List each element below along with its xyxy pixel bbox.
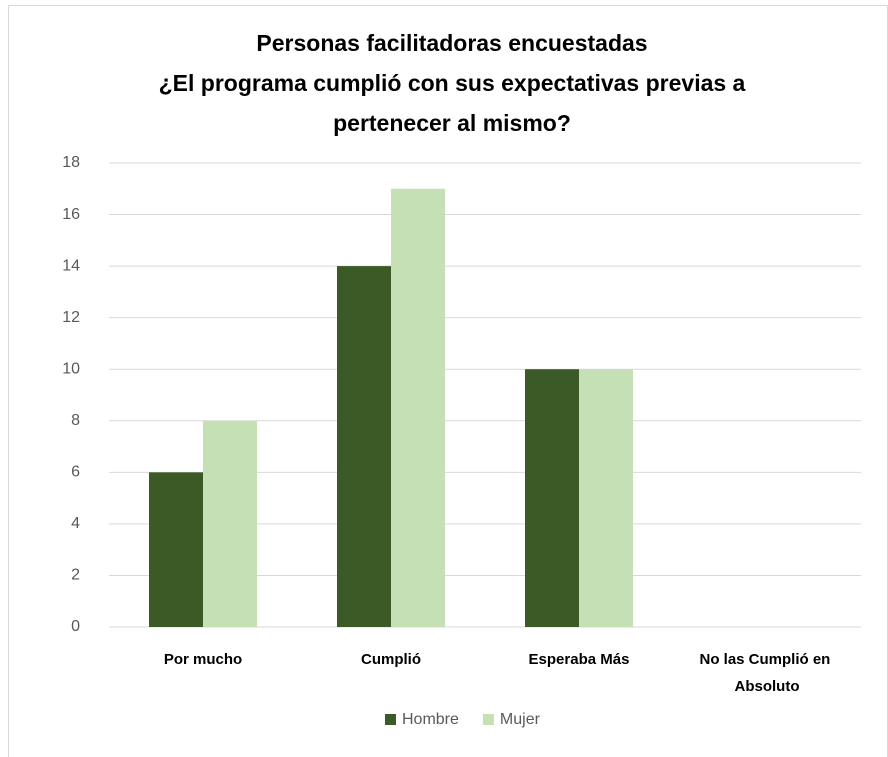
legend-label: Mujer <box>500 711 541 728</box>
x-tick-label: No las Cumplió en Absoluto <box>699 651 834 695</box>
chart-title: ¿El programa cumplió con sus expectativa… <box>159 70 746 96</box>
y-tick-label: 2 <box>71 567 80 584</box>
bar <box>525 369 579 627</box>
chart-frame <box>8 5 888 757</box>
legend-swatch <box>385 714 396 725</box>
legend-label: Hombre <box>402 711 459 728</box>
y-tick-label: 16 <box>62 206 80 223</box>
legend-swatch <box>482 714 494 725</box>
y-tick-label: 18 <box>62 154 80 171</box>
chart-title: pertenecer al mismo? <box>333 110 571 136</box>
bar <box>203 420 257 627</box>
y-tick-label: 14 <box>62 257 80 274</box>
bar <box>337 266 391 627</box>
bar <box>391 188 445 627</box>
y-tick-label: 12 <box>62 309 80 326</box>
bar <box>149 472 203 627</box>
x-tick-label: Cumplió <box>361 651 421 668</box>
y-tick-label: 0 <box>71 618 80 635</box>
y-tick-label: 8 <box>71 412 80 429</box>
chart-title: Personas facilitadoras encuestadas <box>256 30 647 56</box>
y-tick-label: 4 <box>71 515 80 532</box>
bar <box>579 369 633 627</box>
x-tick-label: Por mucho <box>164 651 242 668</box>
y-tick-label: 6 <box>71 464 80 481</box>
y-tick-label: 10 <box>62 360 80 377</box>
x-tick-label: Esperaba Más <box>529 651 630 668</box>
